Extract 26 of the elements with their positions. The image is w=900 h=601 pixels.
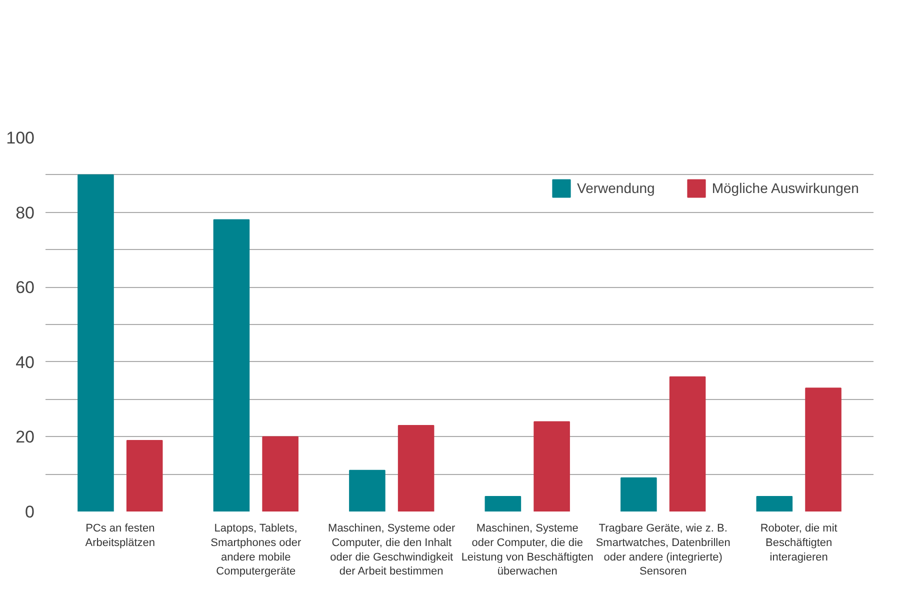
bar [669, 376, 706, 512]
bar [484, 496, 522, 512]
y-tick-label: 60 [16, 278, 35, 298]
legend-label: Verwendung [577, 180, 655, 196]
x-tick-label: Tragbare Geräte, wie z. B. Smartwatches, Datenbrillen oder andere (integrierte) Sensoren [596, 522, 730, 578]
bar [756, 496, 793, 512]
bar [620, 477, 657, 512]
legend-label: Mögliche Auswirkungen [712, 180, 859, 196]
y-tick-label: 20 [16, 428, 35, 447]
y-tick-label: 80 [16, 203, 35, 222]
bar [78, 174, 114, 512]
x-tick-label: PCs an festen Arbeitsplätzen [85, 522, 156, 549]
x-tick-label: Maschinen, Systeme oder Computer, die den Inhalt oder die Geschwindigkeit der Arbeit bestimmen [328, 522, 456, 578]
bar [126, 440, 163, 512]
bar [534, 421, 570, 512]
x-tick-label: Maschinen, Systeme oder Computer, die die Leistung von Beschäftigten überwachen [461, 522, 594, 578]
y-tick-label: 40 [16, 352, 35, 372]
bar [805, 388, 842, 512]
bar [349, 470, 386, 512]
bar [398, 424, 434, 512]
bar [213, 219, 250, 512]
x-tick-label: Roboter, die mit Beschäftigten interagieren [760, 522, 838, 564]
y-tick-label: 0 [25, 502, 35, 522]
y-tick-label: 100 [6, 128, 35, 148]
x-tick-label: Laptops, Tablets, Smartphones oder andere mobile Computergeräte [210, 522, 302, 578]
bar [262, 436, 298, 512]
